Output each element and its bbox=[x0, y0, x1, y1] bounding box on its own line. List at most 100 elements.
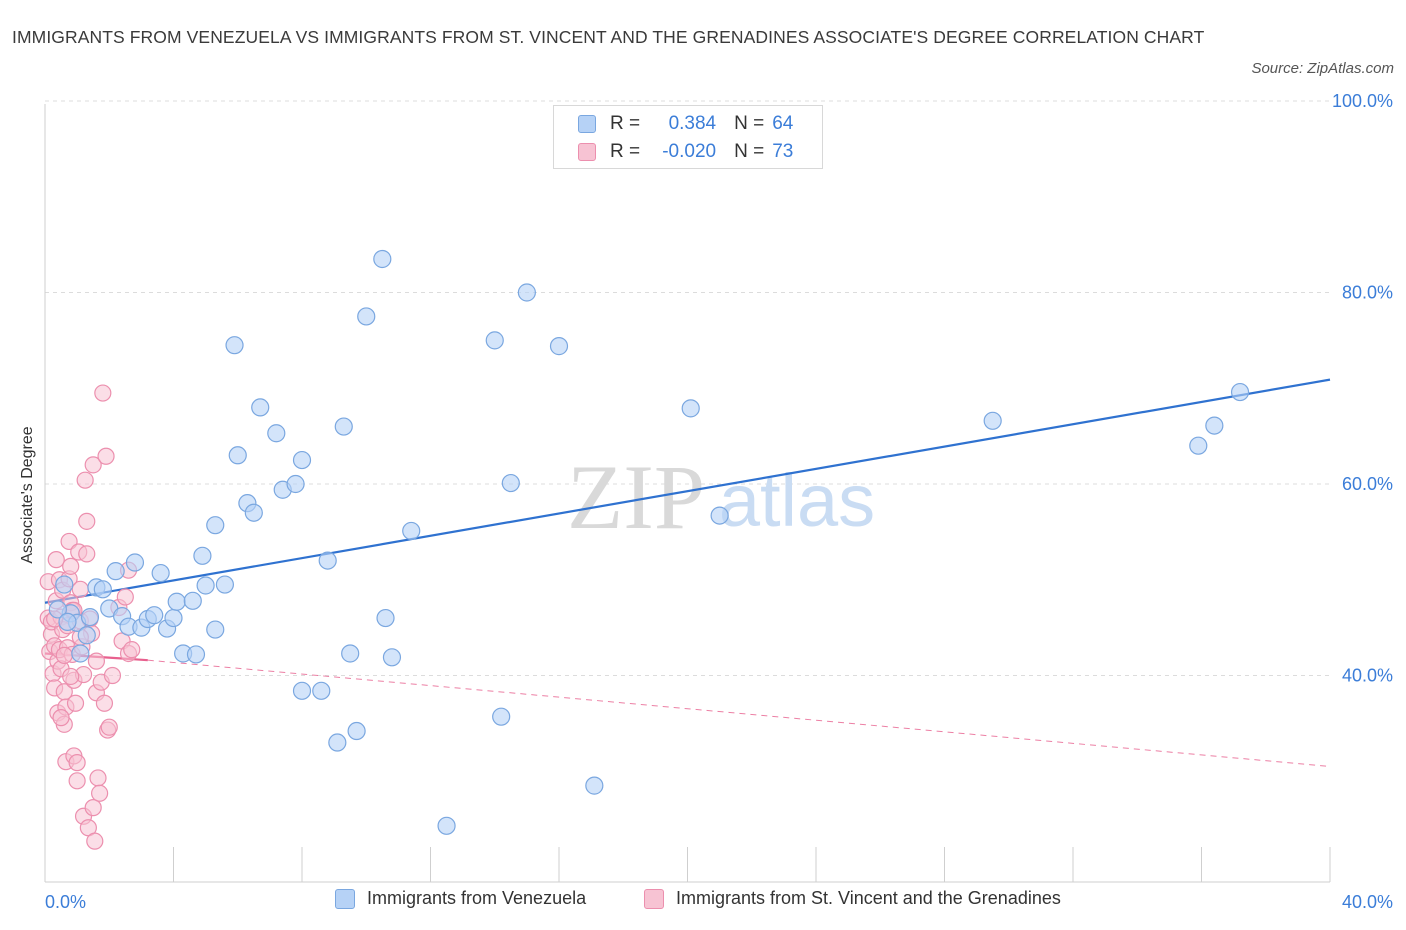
y-tick-label: 100.0% bbox=[1332, 91, 1393, 111]
data-point-st-vincent bbox=[68, 754, 86, 772]
data-point-st-vincent bbox=[103, 666, 122, 685]
data-point-venezuela bbox=[1205, 416, 1224, 435]
data-point-venezuela bbox=[58, 612, 77, 631]
data-point-st-vincent bbox=[95, 694, 114, 712]
data-point-venezuela bbox=[267, 424, 286, 443]
data-point-venezuela bbox=[710, 506, 729, 525]
legend-r-value: 0.384 bbox=[668, 113, 717, 134]
data-point-venezuela bbox=[312, 681, 331, 700]
data-point-venezuela bbox=[164, 608, 183, 628]
data-point-venezuela bbox=[244, 503, 263, 522]
data-point-venezuela bbox=[373, 249, 392, 269]
data-point-st-vincent bbox=[91, 784, 109, 802]
data-point-venezuela bbox=[55, 575, 74, 594]
data-point-st-vincent bbox=[84, 799, 102, 817]
data-point-st-vincent bbox=[52, 709, 70, 727]
data-point-venezuela bbox=[193, 546, 212, 565]
data-point-venezuela bbox=[402, 521, 421, 541]
data-point-st-vincent bbox=[97, 447, 115, 465]
data-point-venezuela bbox=[80, 607, 100, 627]
legend-n-value: 64 bbox=[772, 113, 794, 134]
legend-swatch-st-vincent bbox=[578, 143, 596, 161]
data-point-st-vincent bbox=[76, 471, 94, 489]
data-point-venezuela bbox=[215, 575, 234, 594]
data-point-venezuela bbox=[347, 721, 366, 741]
bottom-legend-venezuela: Immigrants from Venezuela bbox=[335, 888, 586, 909]
bottom-legend-swatch-st-vincent bbox=[644, 888, 664, 909]
points-venezuela bbox=[48, 249, 1250, 835]
watermark-zip: ZIP bbox=[567, 446, 705, 548]
data-point-venezuela bbox=[186, 645, 206, 664]
data-point-venezuela bbox=[225, 336, 244, 355]
source-label: Source: ZipAtlas.com bbox=[1251, 60, 1394, 77]
data-point-venezuela bbox=[145, 606, 164, 625]
x-tick-label-max: 40.0% bbox=[1342, 892, 1393, 912]
trend-line-venezuela bbox=[44, 378, 1331, 604]
data-point-venezuela bbox=[125, 553, 145, 572]
data-point-venezuela bbox=[334, 417, 353, 436]
data-point-st-vincent bbox=[86, 832, 104, 850]
bottom-legend-label-venezuela: Immigrants from Venezuela bbox=[367, 888, 587, 908]
y-tick-label: 80.0% bbox=[1342, 283, 1393, 303]
data-point-venezuela bbox=[93, 580, 112, 599]
bottom-legend-st-vincent: Immigrants from St. Vincent and the Gren… bbox=[644, 888, 1061, 909]
data-point-venezuela bbox=[517, 283, 536, 302]
chart-title: IMMIGRANTS FROM VENEZUELA VS IMMIGRANTS … bbox=[12, 27, 1205, 47]
tick-labels: 40.0% 60.0% 80.0% 100.0% 0.0% 40.0% bbox=[45, 91, 1393, 912]
data-point-venezuela bbox=[328, 733, 347, 752]
data-point-venezuela bbox=[196, 576, 215, 595]
data-point-venezuela bbox=[77, 626, 96, 645]
data-point-venezuela bbox=[286, 474, 305, 494]
data-point-venezuela bbox=[501, 473, 520, 493]
data-point-venezuela bbox=[681, 399, 700, 418]
data-point-venezuela bbox=[183, 591, 202, 610]
data-point-st-vincent bbox=[60, 532, 78, 551]
data-point-st-vincent bbox=[78, 512, 96, 530]
data-point-st-vincent bbox=[68, 772, 86, 790]
data-point-st-vincent bbox=[100, 718, 118, 736]
data-point-st-vincent bbox=[94, 384, 112, 402]
data-point-venezuela bbox=[151, 563, 170, 583]
data-point-st-vincent bbox=[84, 456, 102, 474]
data-point-st-vincent bbox=[89, 769, 107, 787]
stats-legend: R = 0.384 N = 64 R = -0.020 N = 73 bbox=[553, 105, 823, 169]
data-point-venezuela bbox=[251, 398, 270, 417]
data-point-venezuela bbox=[341, 644, 360, 663]
data-point-venezuela bbox=[292, 450, 312, 470]
data-point-venezuela bbox=[1230, 382, 1250, 402]
legend-row-venezuela: R = 0.384 N = 64 bbox=[578, 111, 793, 137]
data-point-venezuela bbox=[71, 644, 90, 663]
legend-swatch-venezuela bbox=[578, 115, 596, 133]
trend-lines bbox=[44, 378, 1331, 767]
legend-r-label: R = bbox=[610, 113, 641, 134]
data-point-venezuela bbox=[437, 816, 456, 835]
data-point-venezuela bbox=[292, 681, 312, 700]
data-point-venezuela bbox=[1189, 436, 1208, 455]
data-point-venezuela bbox=[357, 307, 376, 326]
legend-r-label: R = bbox=[610, 141, 641, 162]
data-point-venezuela bbox=[492, 707, 511, 726]
zipatlas-watermark: ZIP atlas bbox=[567, 446, 875, 548]
data-point-venezuela bbox=[585, 776, 604, 795]
bottom-legend-label-st-vincent: Immigrants from St. Vincent and the Gren… bbox=[676, 888, 1061, 908]
data-point-venezuela bbox=[549, 337, 569, 356]
axes bbox=[44, 104, 1331, 883]
legend-n-value: 73 bbox=[772, 141, 794, 162]
data-point-st-vincent bbox=[116, 588, 134, 606]
legend-n-label: N = bbox=[734, 113, 765, 134]
data-point-st-vincent bbox=[55, 646, 73, 664]
data-point-venezuela bbox=[206, 620, 225, 639]
data-point-st-vincent bbox=[62, 557, 80, 575]
data-point-st-vincent bbox=[87, 652, 106, 670]
data-point-st-vincent bbox=[66, 694, 85, 712]
y-tick-label: 60.0% bbox=[1342, 474, 1393, 494]
data-point-st-vincent bbox=[71, 580, 89, 598]
bottom-legend-swatch-venezuela bbox=[335, 888, 355, 909]
data-point-venezuela bbox=[228, 446, 247, 465]
data-point-venezuela bbox=[206, 516, 225, 535]
trend-line-st-vincent-dashed bbox=[147, 659, 1331, 767]
data-point-venezuela bbox=[485, 331, 504, 350]
data-point-venezuela bbox=[382, 648, 402, 667]
data-point-st-vincent bbox=[123, 641, 141, 659]
